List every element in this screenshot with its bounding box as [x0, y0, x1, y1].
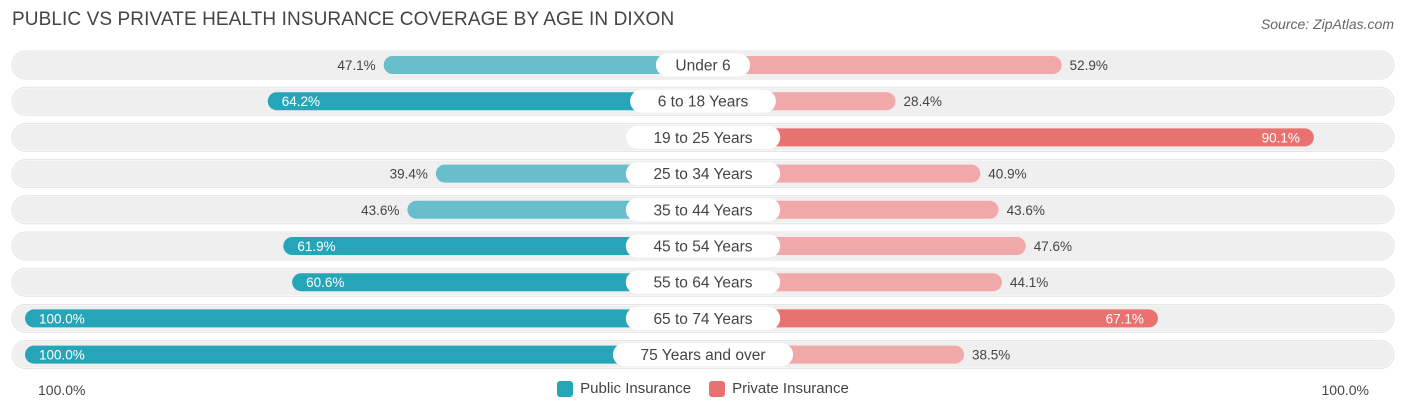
value-label-public: 100.0%	[39, 348, 85, 363]
bar-public	[292, 273, 703, 292]
bar-private	[703, 56, 1062, 74]
value-label-private: 44.1%	[1010, 275, 1048, 290]
legend-item-private[interactable]: Private Insurance	[709, 380, 849, 397]
legend-label-private: Private Insurance	[732, 380, 849, 397]
category-label-bg	[630, 89, 776, 113]
value-label-public: 100.0%	[39, 311, 85, 326]
category-label: Under 6	[675, 58, 730, 75]
value-label-private: 40.9%	[988, 167, 1026, 182]
bar-public	[267, 92, 703, 111]
category-label-bg	[612, 343, 794, 367]
source-note: Source: ZipAtlas.com	[1260, 16, 1394, 32]
legend: Public Insurance Private Insurance	[0, 380, 1406, 397]
value-label-private: 28.4%	[904, 94, 942, 109]
value-label-private: 67.1%	[1106, 311, 1144, 326]
bar-public	[383, 56, 703, 74]
value-label-public: 60.6%	[306, 275, 344, 290]
bar-public	[25, 345, 703, 364]
value-label-public: 43.6%	[361, 203, 399, 218]
bar-public	[25, 309, 703, 328]
bar-public	[283, 237, 703, 255]
bar-private	[703, 237, 1026, 255]
value-label-private: 38.5%	[972, 348, 1010, 363]
legend-label-public: Public Insurance	[580, 380, 692, 397]
category-label-bg	[625, 162, 781, 186]
category-label: 65 to 74 Years	[653, 311, 752, 328]
category-label: 35 to 44 Years	[653, 202, 752, 219]
bar-private	[703, 309, 1158, 328]
category-label: 6 to 18 Years	[658, 94, 749, 111]
category-label: 19 to 25 Years	[653, 130, 752, 147]
category-label-bg	[625, 306, 781, 330]
value-label-public: 47.1%	[337, 58, 375, 73]
axis-left-label: 100.0%	[38, 382, 86, 398]
bar-private	[703, 128, 1314, 147]
axis-right-label: 100.0%	[1321, 382, 1369, 398]
category-label: 55 to 64 Years	[653, 275, 752, 292]
category-label-bg	[625, 234, 781, 258]
value-label-private: 43.6%	[1007, 203, 1045, 218]
category-label: 75 Years and over	[641, 347, 766, 364]
value-label-public: 64.2%	[282, 94, 320, 109]
chart-title: PUBLIC VS PRIVATE HEALTH INSURANCE COVER…	[12, 9, 675, 30]
value-label-private: 90.1%	[1262, 130, 1300, 145]
category-label-bg	[625, 125, 781, 149]
legend-swatch-public	[557, 380, 574, 397]
category-label: 45 to 54 Years	[653, 239, 752, 256]
value-label-public: 61.9%	[297, 239, 335, 254]
legend-item-public[interactable]: Public Insurance	[557, 380, 691, 397]
category-label-bg	[655, 53, 751, 77]
category-label-bg	[625, 198, 781, 222]
category-label: 25 to 34 Years	[653, 166, 752, 183]
value-label-private: 47.6%	[1034, 239, 1072, 254]
value-label-private: 52.9%	[1070, 58, 1108, 73]
value-label-public: 39.4%	[390, 167, 428, 182]
category-label-bg	[625, 270, 781, 294]
legend-swatch-private	[709, 380, 726, 397]
